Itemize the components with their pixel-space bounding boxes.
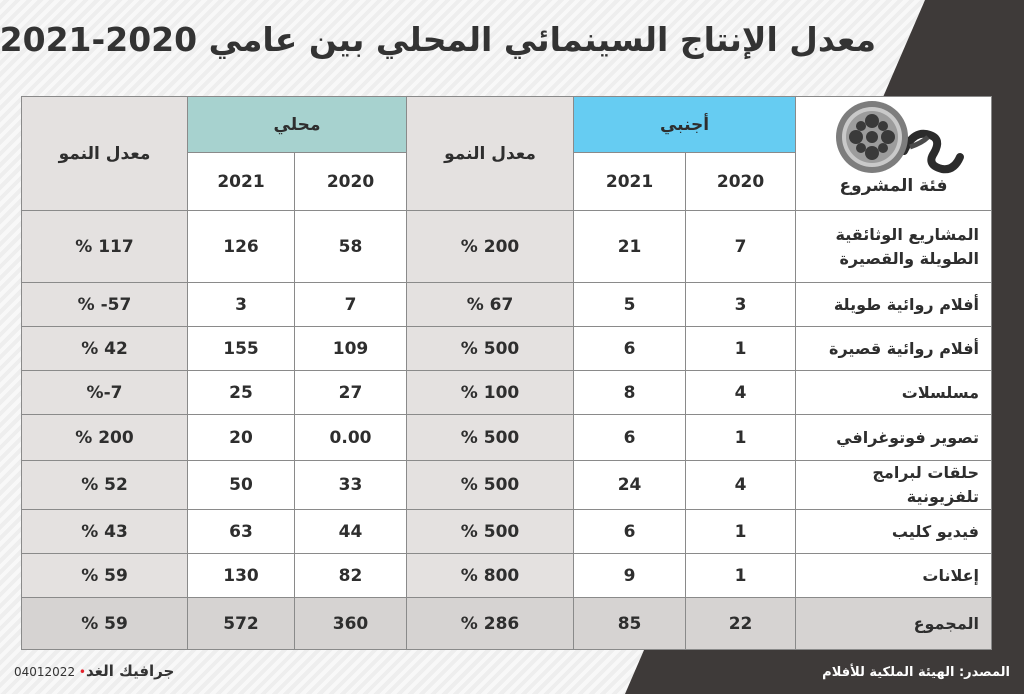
data-table: فئة المشروع أجنبي معدل النمو محلي معدل ا…	[21, 96, 993, 650]
cell-local-2021: 3	[186, 282, 296, 327]
brand-dot: •	[78, 665, 86, 679]
cell-local-2021: 25	[186, 370, 296, 415]
cell-foreign-2021: 8	[573, 370, 687, 415]
cell-foreign-2020: 4	[685, 460, 797, 510]
table-row: أفلام روائية قصيرة 1 6 500 % 109 155 42 %	[21, 326, 993, 371]
cell-local-2021: 572	[186, 597, 296, 650]
cell-local-2021: 155	[186, 326, 296, 371]
total-row: المجموع 22 85 286 % 360 572 59 %	[21, 597, 993, 650]
header-foreign-growth: معدل النمو	[406, 96, 575, 211]
cell-foreign-2020: 1	[685, 326, 797, 371]
page-title: معدل الإنتاج السينمائي المحلي بين عامي 2…	[0, 20, 876, 59]
header-foreign-2020: 2020	[685, 152, 797, 211]
table-row: أفلام روائية طويلة 3 5 67 % 7 3 57- %	[21, 282, 993, 327]
cell-foreign-2021: 9	[573, 553, 687, 598]
cell-local-2020: 7	[294, 282, 408, 327]
cell-foreign-2020: 7	[685, 210, 797, 283]
cell-local-2020: 360	[294, 597, 408, 650]
film-reel-icon	[836, 101, 965, 174]
cell-foreign-2020: 1	[685, 509, 797, 554]
table-row: المشاريع الوثائقية الطويلة والقصيرة 7 21 20…	[21, 210, 993, 283]
cell-foreign-growth: 800 %	[406, 553, 575, 598]
cell-foreign-growth: 500 %	[406, 509, 575, 554]
cell-category: إعلانات	[795, 553, 993, 598]
cell-local-2021: 50	[186, 460, 296, 510]
header-local-2020: 2020	[294, 152, 408, 211]
cell-local-2021: 126	[186, 210, 296, 283]
cell-category: تصوير فوتوغرافي	[795, 414, 993, 461]
cell-foreign-growth: 500 %	[406, 414, 575, 461]
table-row: حلقات لبرامج تلفزيونية 4 24 500 % 33 50 52 %	[21, 460, 993, 510]
cell-local-growth: 117 %	[21, 210, 188, 283]
cell-foreign-2021: 6	[573, 509, 687, 554]
cell-foreign-2020: 1	[685, 414, 797, 461]
header-foreign-2021: 2021	[573, 152, 687, 211]
cell-local-2020: 44	[294, 509, 408, 554]
cell-local-2020: 27	[294, 370, 408, 415]
cell-local-2021: 130	[186, 553, 296, 598]
cell-foreign-growth: 286 %	[406, 597, 575, 650]
cell-foreign-2020: 22	[685, 597, 797, 650]
cell-foreign-2021: 21	[573, 210, 687, 283]
cell-local-2020: 58	[294, 210, 408, 283]
table-row: تصوير فوتوغرافي 1 6 500 % 0.00 20 200 %	[21, 414, 993, 461]
cell-foreign-growth: 100 %	[406, 370, 575, 415]
cell-foreign-growth: 200 %	[406, 210, 575, 283]
header-local-2021: 2021	[186, 152, 296, 211]
cell-category: مسلسلات	[795, 370, 993, 415]
cell-foreign-growth: 500 %	[406, 460, 575, 510]
header-category: فئة المشروع	[795, 96, 993, 211]
cell-local-growth: 59 %	[21, 597, 188, 650]
cell-category: فيديو كليب	[795, 509, 993, 554]
cell-foreign-2020: 3	[685, 282, 797, 327]
cell-category: حلقات لبرامج تلفزيونية	[795, 460, 993, 510]
cell-local-growth: 52 %	[21, 460, 188, 510]
cell-category: المشاريع الوثائقية الطويلة والقصيرة	[795, 210, 993, 283]
cell-foreign-2021: 24	[573, 460, 687, 510]
cell-foreign-2020: 4	[685, 370, 797, 415]
cell-local-growth: 42 %	[21, 326, 188, 371]
cell-category: أفلام روائية طويلة	[795, 282, 993, 327]
table-row: فيديو كليب 1 6 500 % 44 63 43 %	[21, 509, 993, 554]
cell-foreign-2021: 6	[573, 414, 687, 461]
cell-foreign-growth: 500 %	[406, 326, 575, 371]
cell-category: أفلام روائية قصيرة	[795, 326, 993, 371]
cell-foreign-2020: 1	[685, 553, 797, 598]
cell-local-growth: 200 %	[21, 414, 188, 461]
cell-category: المجموع	[795, 597, 993, 650]
graphic-code: 04012022	[14, 665, 76, 679]
cell-foreign-2021: 5	[573, 282, 687, 327]
category-header-label: فئة المشروع	[839, 176, 948, 196]
cell-local-growth: 7-%	[21, 370, 188, 415]
header-local: محلي	[186, 96, 408, 153]
cell-local-2020: 109	[294, 326, 408, 371]
cell-local-2020: 0.00	[294, 414, 408, 461]
header-foreign: أجنبي	[573, 96, 797, 153]
cell-foreign-2021: 6	[573, 326, 687, 371]
cell-local-growth: 43 %	[21, 509, 188, 554]
table-row: مسلسلات 4 8 100 % 27 25 7-%	[21, 370, 993, 415]
cell-local-2021: 20	[186, 414, 296, 461]
cell-foreign-growth: 67 %	[406, 282, 575, 327]
cell-local-2020: 82	[294, 553, 408, 598]
source-note: المصدر: الهيئة الملكية للأفلام	[822, 665, 1010, 680]
table-body: المشاريع الوثائقية الطويلة والقصيرة 7 21 20…	[21, 210, 993, 650]
cell-local-growth: 59 %	[21, 553, 188, 598]
graphic-credit: جرافيك الغد• 04012022	[14, 662, 174, 680]
cell-local-2021: 63	[186, 509, 296, 554]
cell-local-2020: 33	[294, 460, 408, 510]
cell-local-growth: 57- %	[21, 282, 188, 327]
header-local-growth: معدل النمو	[21, 96, 188, 211]
cell-foreign-2021: 85	[573, 597, 687, 650]
graphic-label: جرافيك الغد	[85, 662, 175, 680]
table-row: إعلانات 1 9 800 % 82 130 59 %	[21, 553, 993, 598]
